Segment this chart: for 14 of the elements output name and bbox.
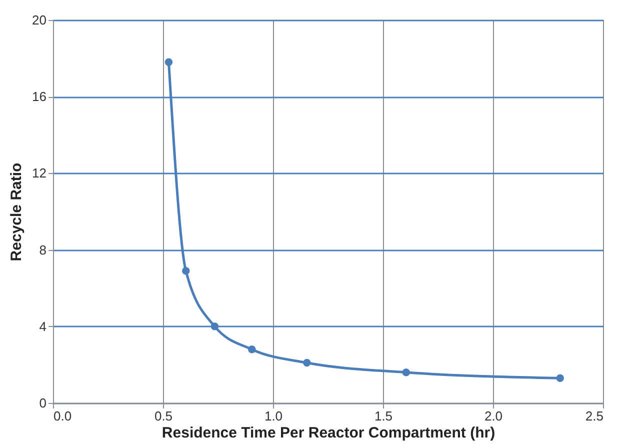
y-tick-label: 8 [39, 242, 46, 258]
x-tick-label: 2.0 [484, 408, 503, 424]
y-tick-label: 4 [39, 318, 46, 334]
y-tick-label: 20 [32, 12, 46, 28]
y-axis-title: Recycle Ratio [8, 162, 26, 262]
x-tick-label: 2.5 [585, 408, 604, 424]
x-tick-label: 1.5 [374, 408, 393, 424]
y-tick-label: 16 [32, 89, 46, 104]
x-axis-title: Residence Time Per Reactor Compartment (hr) [162, 424, 496, 442]
y-tick-label: 0 [39, 396, 46, 410]
x-tick-label: 0.5 [154, 408, 173, 424]
y-tick-label: 12 [32, 166, 46, 181]
x-tick-label: 1.0 [264, 408, 283, 424]
x-tick-label: 0.0 [54, 408, 72, 424]
